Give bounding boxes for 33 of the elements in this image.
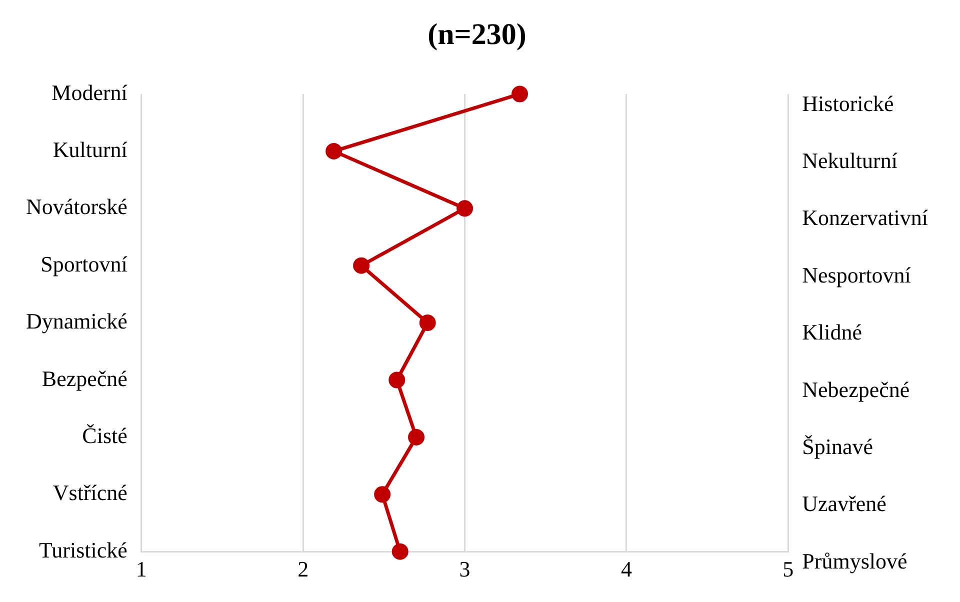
y2-tick-label: Konzervativní	[802, 205, 928, 230]
y-tick-label: Turistické	[38, 537, 128, 562]
point	[512, 86, 528, 102]
y2-tick-label: Uzavřené	[802, 491, 886, 516]
x-tick-label: 2	[298, 556, 309, 582]
y-tick-label: Kulturní	[52, 136, 128, 162]
point	[353, 257, 370, 274]
y-tick-label: Novátorské	[26, 194, 128, 220]
y-tick-label: Dynamické	[26, 308, 128, 334]
point	[392, 543, 408, 560]
y-tick-label: Sportovní	[40, 251, 128, 276]
point	[456, 200, 474, 217]
y2-tick-label: Nesportovní	[802, 262, 911, 288]
x-tick-label: 1	[136, 556, 147, 582]
y-tick-label: Čisté	[82, 422, 128, 448]
x-tick-label: 5	[782, 556, 794, 582]
chart-title: (n=230)	[428, 18, 526, 51]
y2-tick-label: Nebezpečné	[802, 376, 910, 402]
point	[408, 428, 425, 446]
y2-tick-label: Historické	[802, 90, 894, 116]
y2-tick-label: Nekulturní	[802, 148, 898, 173]
x-tick-label: 4	[620, 556, 632, 582]
y2-tick-label: Špinavé	[802, 434, 874, 459]
y-tick-label: Moderní	[52, 80, 128, 105]
point	[374, 486, 391, 503]
x-tick-label: 3	[459, 556, 470, 582]
y2-tick-label: Klidné	[802, 320, 862, 345]
point	[419, 314, 436, 332]
point	[326, 142, 342, 160]
y-tick-label: Vstřícné	[52, 480, 128, 506]
y2-tick-label: Průmyslové	[802, 548, 908, 574]
y-tick-label: Bezpečné	[42, 366, 128, 391]
point	[388, 372, 406, 388]
